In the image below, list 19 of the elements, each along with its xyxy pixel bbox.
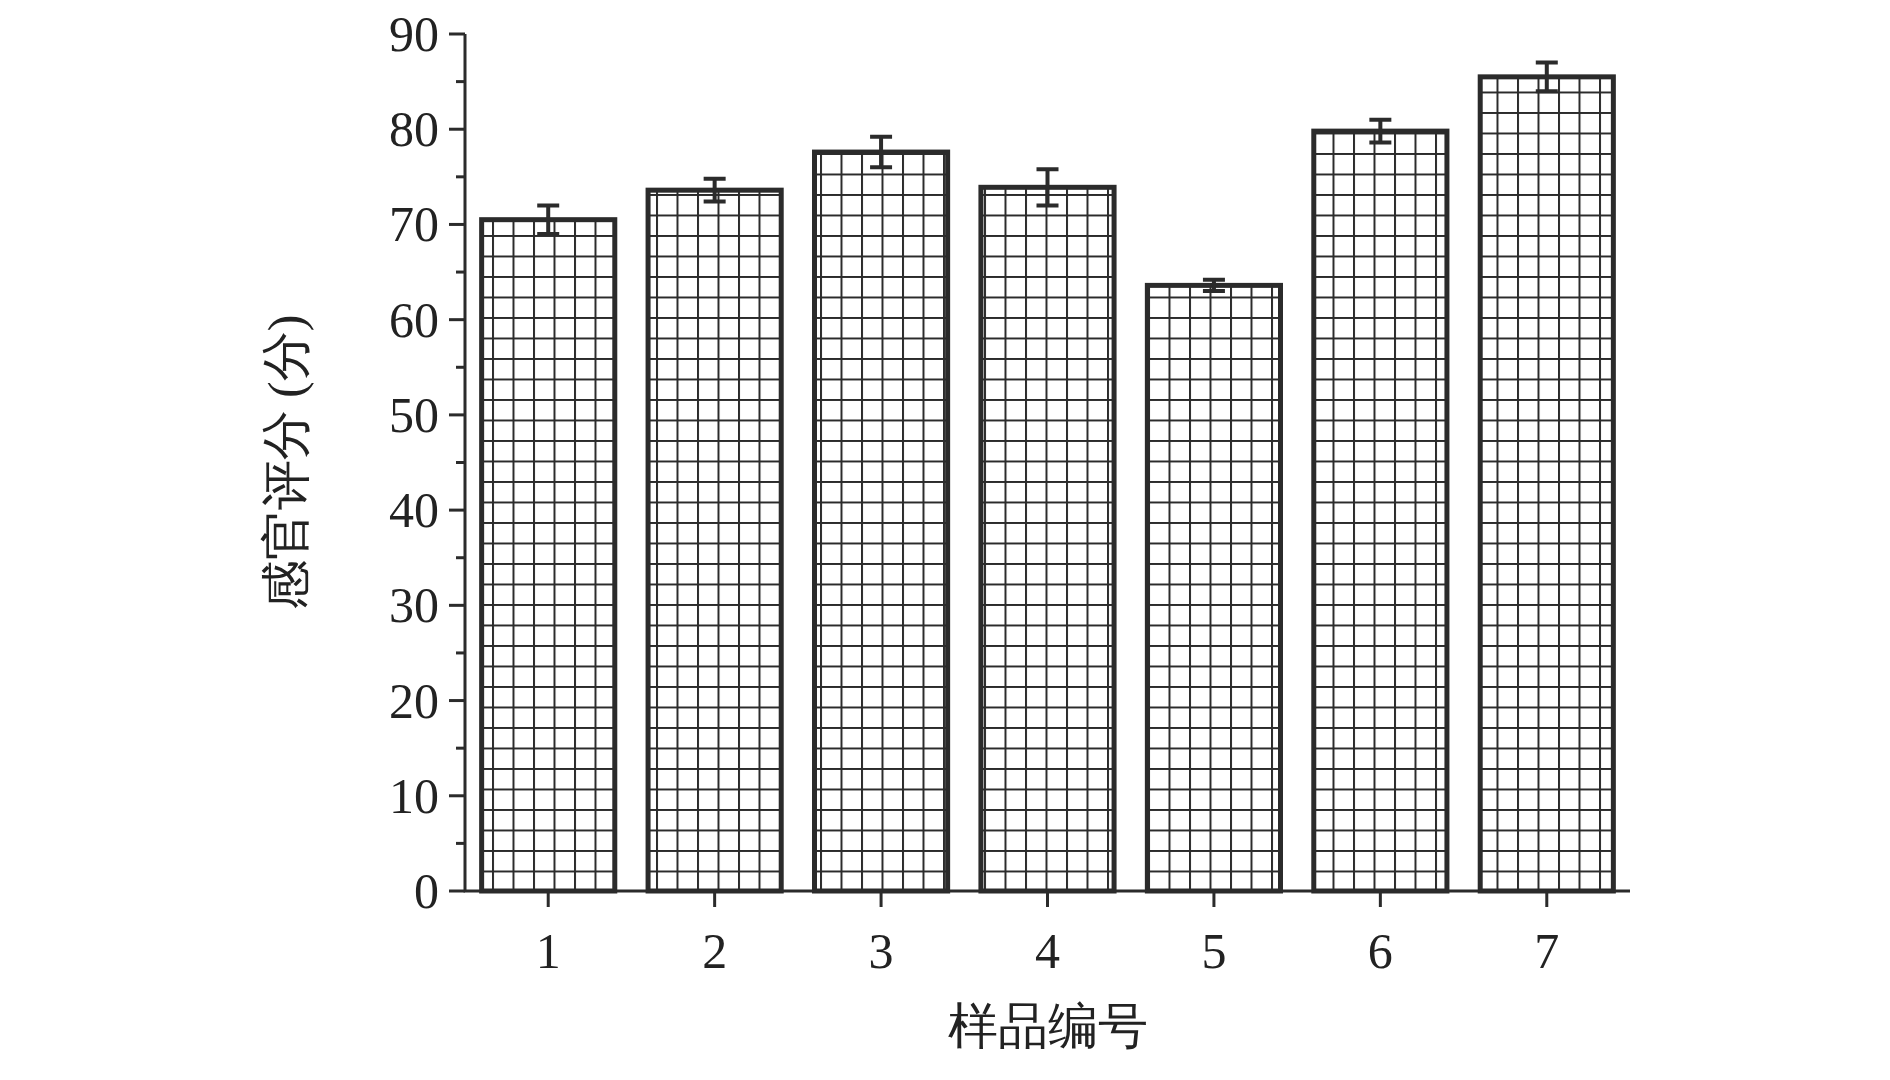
y-tick-label: 60 xyxy=(389,291,439,348)
x-tick-label: 2 xyxy=(702,923,728,979)
y-tick-label: 0 xyxy=(414,863,439,919)
x-axis-title: 样品编号 xyxy=(947,998,1148,1054)
y-tick-label: 80 xyxy=(389,101,439,158)
y-tick-label: 30 xyxy=(389,577,439,634)
y-tick-label: 10 xyxy=(389,767,439,824)
y-tick-label: 70 xyxy=(389,196,439,253)
x-tick-label: 4 xyxy=(1035,923,1060,979)
y-tick-label: 90 xyxy=(389,6,439,62)
x-tick-label: 1 xyxy=(535,923,561,979)
y-tick-label: 40 xyxy=(389,482,439,539)
x-tick-label: 7 xyxy=(1534,923,1560,979)
x-tick-label: 3 xyxy=(868,923,894,979)
x-tick-label: 5 xyxy=(1201,923,1227,979)
y-axis-title: 感官评分 (分) xyxy=(258,314,314,611)
y-tick-label: 50 xyxy=(389,386,439,443)
x-tick-label: 6 xyxy=(1367,923,1393,979)
y-tick-label: 20 xyxy=(389,672,439,729)
